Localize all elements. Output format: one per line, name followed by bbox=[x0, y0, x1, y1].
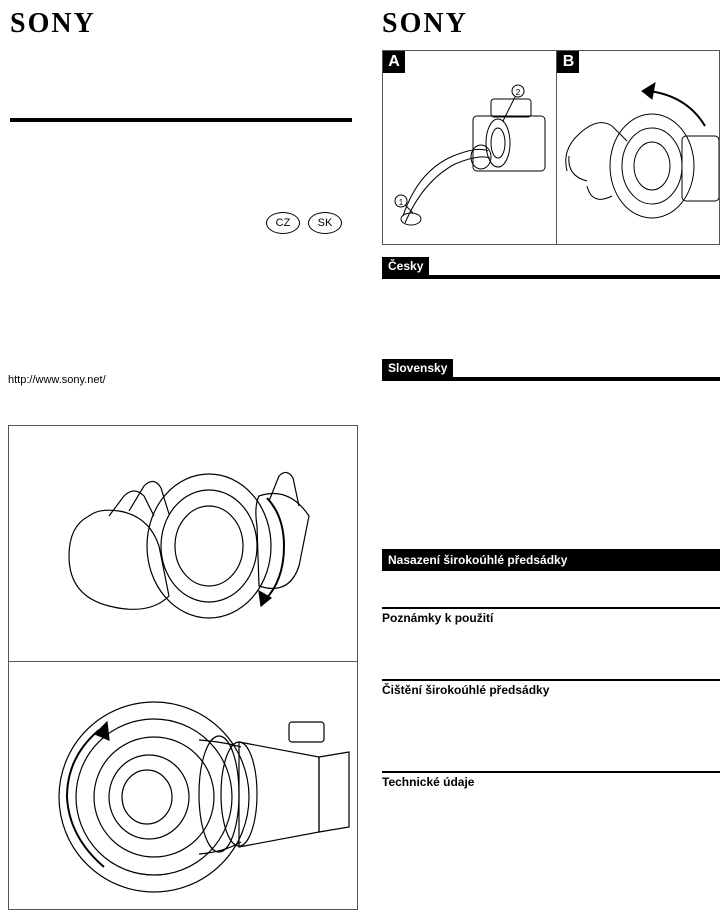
section-notes: Poznámky k použití bbox=[382, 607, 720, 627]
illustration-lens-mounted bbox=[8, 662, 358, 910]
illustration-lens-hold bbox=[8, 425, 358, 662]
figure-a-label: A bbox=[383, 51, 405, 73]
language-badges: CZ SK bbox=[10, 212, 342, 234]
sony-logo-left: SONY bbox=[10, 8, 96, 40]
lang-badge-sk: SK bbox=[308, 212, 342, 234]
section-attach: Nasazení širokoúhlé předsádky bbox=[382, 549, 720, 571]
figure-b: B bbox=[557, 50, 720, 245]
url-text: http://www.sony.net/ bbox=[8, 374, 106, 386]
figure-a: A 2 bbox=[382, 50, 557, 245]
lang-header-sk: Slovensky bbox=[382, 359, 453, 377]
lang-header-cz: Česky bbox=[382, 257, 429, 275]
figure-b-label: B bbox=[557, 51, 579, 73]
sony-logo-right: SONY bbox=[382, 8, 468, 40]
section-specs: Technické údaje bbox=[382, 771, 720, 791]
lang-badge-cz: CZ bbox=[266, 212, 300, 234]
left-divider bbox=[10, 118, 352, 122]
svg-text:1: 1 bbox=[399, 198, 404, 207]
section-clean: Čištění širokoúhlé předsádky bbox=[382, 679, 720, 699]
svg-text:2: 2 bbox=[516, 88, 521, 97]
